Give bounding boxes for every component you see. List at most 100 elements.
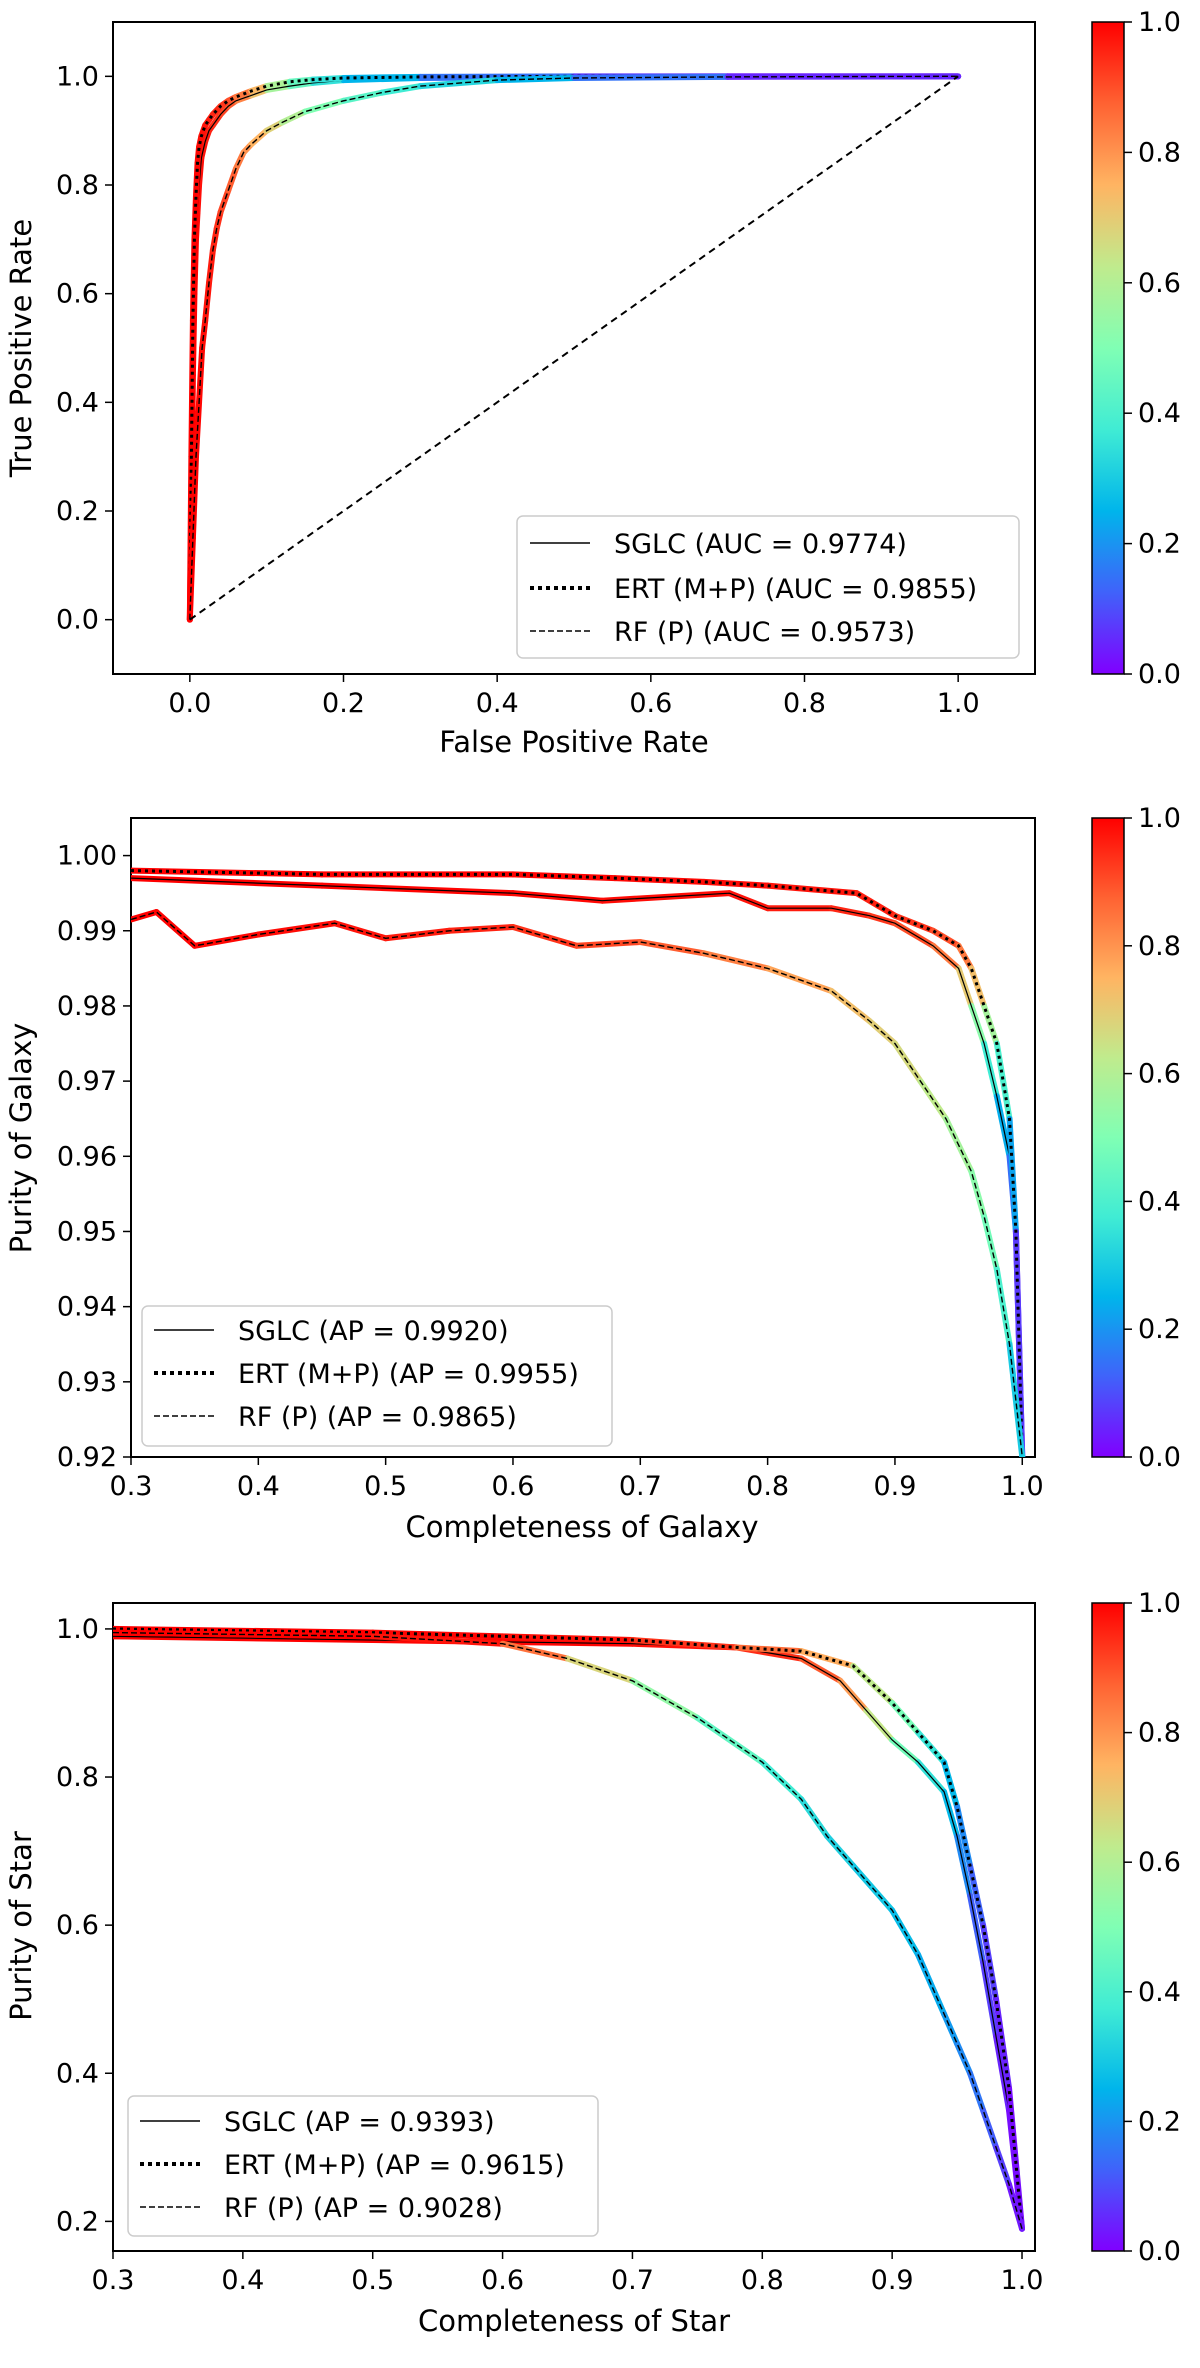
roc-colorbar-tick-label: 0.0 [1138,659,1181,690]
galaxy-rf-line-overlay [131,911,1023,1457]
star-x-ticks: 0.3 0.4 0.5 0.6 0.7 0.8 0.9 1.0 [92,2251,1043,2296]
galaxy-legend-sglc-label: SGLC (AP = 0.9920) [238,1316,509,1347]
star-y-tick-label: 0.2 [56,2206,99,2237]
galaxy-ert-line-overlay [131,869,1024,1457]
roc-y-tick-label: 0.8 [56,170,99,201]
star-y-ticks: 0.2 0.4 0.6 0.8 1.0 [56,1614,113,2237]
roc-rf-line [186,73,962,623]
roc-y-ticks: 0.0 0.2 0.4 0.6 0.8 1.0 [56,61,113,636]
star-y-tick-label: 1.0 [56,1614,99,1645]
galaxy-x-tick-label: 0.7 [619,1471,662,1502]
roc-colorbar-tick-label: 0.8 [1138,137,1181,168]
galaxy-legend-box [141,1305,613,1447]
star-ylabel: Purity of Star [4,1831,38,2021]
roc-x-tick-label: 0.0 [168,688,211,719]
star-ert-line-segment [629,1637,740,1651]
star-x-tick-label: 0.4 [221,2265,264,2296]
galaxy-y-tick-label: 0.95 [57,1216,117,1247]
roc-x-tick-label: 0.8 [783,688,826,719]
star-colorbar-tick-label: 0.6 [1138,1847,1181,1878]
star-x-tick-label: 0.7 [611,2265,654,2296]
galaxy-y-tick-label: 0.92 [57,1442,117,1473]
galaxy-x-tick-label: 0.3 [110,1471,153,1502]
star-ert-line [113,1625,1026,2232]
roc-legend-box [516,515,1020,659]
star-xlabel: Completeness of Star [418,2304,730,2338]
star-legend: SGLC (AP = 0.9393) ERT (M+P) (AP = 0.961… [127,2095,599,2237]
roc-ert-line-segment [189,236,198,324]
roc-ert-line-segment [188,317,196,460]
star-panel: 0.3 0.4 0.5 0.6 0.7 0.8 0.9 1.0 0.2 0.4 0.6 0.8 1.0… [4,1588,1181,2338]
star-legend-ert-label: ERT (M+P) (AP = 0.9615) [224,2150,565,2181]
galaxy-colorbar-ticks: 0.0 0.2 0.4 0.6 0.8 1.0 [1124,803,1181,1473]
galaxy-rf-line-segment [981,1213,1000,1273]
galaxy-legend-rf-label: RF (P) (AP = 0.9865) [238,1402,517,1433]
star-ert-line-segment [733,1644,805,1655]
galaxy-colorbar-tick-label: 0.8 [1138,931,1181,962]
galaxy-legend: SGLC (AP = 0.9920) ERT (M+P) (AP = 0.995… [141,1305,613,1447]
roc-colorbar-ticks: 0.0 0.2 0.4 0.6 0.8 1.0 [1124,7,1181,690]
star-x-tick-label: 0.6 [481,2265,524,2296]
star-legend-sglc-label: SGLC (AP = 0.9393) [224,2107,495,2138]
star-colorbar-bar [1091,1602,1125,2252]
galaxy-x-tick-label: 0.5 [364,1471,407,1502]
roc-legend-rf-label: RF (P) (AUC = 0.9573) [614,617,915,648]
galaxy-y-tick-label: 1.00 [57,841,117,872]
galaxy-x-tick-label: 0.8 [746,1471,789,1502]
roc-y-tick-label: 1.0 [56,61,99,92]
star-colorbar-tick-label: 1.0 [1138,1588,1181,1619]
galaxy-ert-line-segment [131,867,325,878]
roc-x-tick-label: 0.2 [322,688,365,719]
roc-xlabel: False Positive Rate [439,725,709,759]
galaxy-plot-area [131,867,1026,1457]
roc-x-ticks: 0.0 0.2 0.4 0.6 0.8 1.0 [168,674,980,719]
galaxy-y-tick-label: 0.94 [57,1292,117,1323]
galaxy-x-tick-label: 1.0 [1001,1471,1044,1502]
roc-rf-line-segment [494,74,577,84]
roc-legend: SGLC (AUC = 0.9774) ERT (M+P) (AUC = 0.9… [516,515,1020,659]
star-x-tick-label: 0.9 [871,2265,914,2296]
roc-plot-area [186,73,962,623]
star-colorbar: 0.0 0.2 0.4 0.6 0.8 1.0 [1091,1588,1181,2267]
galaxy-y-tick-label: 0.93 [57,1367,117,1398]
roc-colorbar: 0.0 0.2 0.4 0.6 0.8 1.0 [1091,7,1181,690]
galaxy-ylabel: Purity of Galaxy [4,1023,38,1254]
galaxy-colorbar-tick-label: 1.0 [1138,803,1181,834]
galaxy-colorbar: 0.0 0.2 0.4 0.6 0.8 1.0 [1091,803,1181,1473]
galaxy-rf-line-segment [153,908,198,949]
galaxy-ert-line [131,867,1026,1457]
galaxy-x-tick-label: 0.6 [491,1471,534,1502]
roc-x-tick-label: 0.4 [476,688,519,719]
roc-rf-line-overlay [189,75,959,620]
galaxy-colorbar-tick-label: 0.6 [1138,1059,1181,1090]
star-colorbar-tick-label: 0.2 [1138,2106,1181,2137]
star-y-tick-label: 0.4 [56,2058,99,2089]
roc-ert-line-overlay [188,74,959,620]
galaxy-y-tick-label: 0.98 [57,991,117,1022]
star-ert-line-segment [499,1633,636,1644]
star-plot-area [113,1625,1026,2232]
roc-legend-sglc-label: SGLC (AUC = 0.9774) [614,529,907,560]
star-rf-line [113,1629,1026,2232]
galaxy-x-ticks: 0.3 0.4 0.5 0.6 0.7 0.8 0.9 1.0 [110,1457,1044,1502]
galaxy-xlabel: Completeness of Galaxy [406,1510,759,1544]
star-colorbar-tick-label: 0.0 [1138,2236,1181,2267]
galaxy-sglc-line-overlay [131,877,1023,1457]
galaxy-legend-ert-label: ERT (M+P) (AP = 0.9955) [238,1359,579,1390]
galaxy-y-tick-label: 0.96 [57,1141,117,1172]
roc-chance-line [189,75,959,621]
roc-y-tick-label: 0.4 [56,387,99,418]
galaxy-y-tick-label: 0.97 [57,1066,117,1097]
star-x-tick-label: 0.3 [92,2265,135,2296]
galaxy-colorbar-bar [1091,817,1125,1458]
galaxy-x-tick-label: 0.4 [237,1471,280,1502]
roc-colorbar-bar [1091,21,1125,675]
galaxy-x-tick-label: 0.9 [873,1471,916,1502]
roc-panel: 0.0 0.2 0.4 0.6 0.8 1.0 0.0 0.2 0.4 0.6 0.8 1.0 Fa… [4,7,1181,759]
star-ert-line-overlay [113,1627,1024,2229]
star-legend-rf-label: RF (P) (AP = 0.9028) [224,2193,503,2224]
roc-legend-ert-label: ERT (M+P) (AUC = 0.9855) [614,574,977,605]
roc-y-tick-label: 0.6 [56,279,99,310]
roc-rf-line-segment [199,317,209,351]
